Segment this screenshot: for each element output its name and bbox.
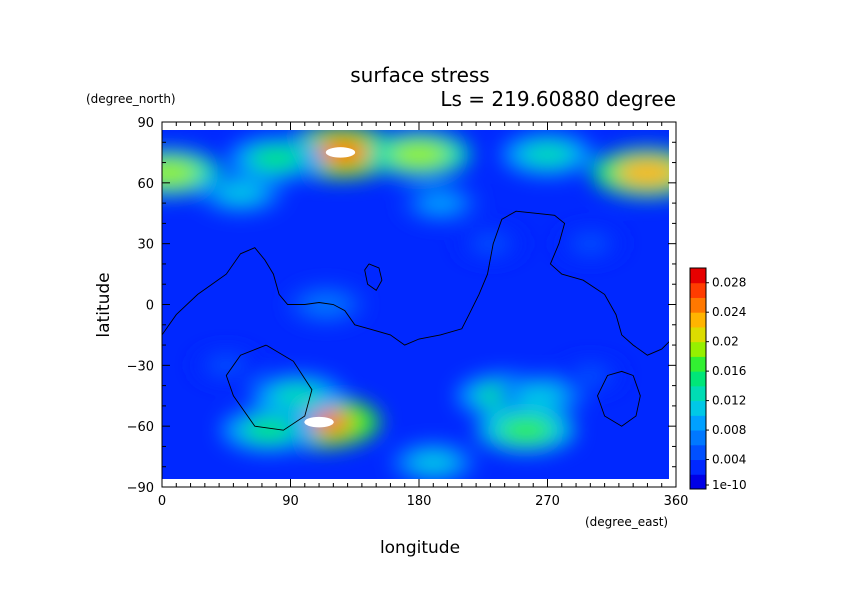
colorbar-segment <box>690 341 706 357</box>
colorbar-segment <box>690 474 706 490</box>
x-tick-label: 90 <box>282 494 299 509</box>
colorbar-segment <box>690 400 706 416</box>
field-hotspot <box>217 182 264 204</box>
colorbar-segment <box>690 385 706 402</box>
y-tick-label: −90 <box>127 481 154 496</box>
colorbar: 0.028 0.024 0.02 0.016 0.012 0.008 0.004 1e-10 <box>689 267 747 492</box>
y-tick-label: −30 <box>127 359 154 374</box>
colorbar-label: 0.012 <box>712 394 746 408</box>
x-tick-label: 180 <box>407 494 432 509</box>
colorbar-frame <box>689 267 707 490</box>
x-unit-label: (degree_east) <box>585 515 668 529</box>
field-hotspot <box>571 234 610 254</box>
field-hotspot <box>389 141 449 168</box>
field-peak <box>304 416 334 428</box>
colorbar-segment <box>690 356 706 372</box>
stress-field <box>162 130 669 479</box>
chart-title: surface stress <box>350 63 489 87</box>
field-hotspot <box>418 192 463 214</box>
field-hotspot <box>410 451 457 474</box>
colorbar-segment <box>690 415 706 431</box>
colorbar-segment <box>690 430 706 446</box>
y-tick-label: 30 <box>137 238 154 253</box>
colorbar-segment <box>690 371 706 387</box>
colorbar-segment <box>690 268 706 284</box>
field-hotspot <box>249 146 303 171</box>
x-tick-label: 270 <box>535 494 560 509</box>
chart-subtitle: Ls = 219.60880 degree <box>440 87 676 111</box>
coastline-contours <box>162 210 669 431</box>
colorbar-segment <box>690 282 706 298</box>
colorbar-segment <box>690 459 706 475</box>
y-tick-label: 90 <box>137 116 154 131</box>
y-unit-label: (degree_north) <box>86 92 176 106</box>
field-hotspot <box>162 159 199 186</box>
field-hotspot <box>471 234 510 254</box>
colorbar-segment <box>690 297 706 313</box>
y-tick-label: 0 <box>146 299 154 314</box>
y-axis-label: latitude <box>94 272 114 337</box>
colorbar-segment <box>690 312 706 328</box>
axes: 0 90 180 270 360 90 60 30 0 −30 −60 −90 <box>127 116 689 509</box>
field-hotspot <box>571 365 610 386</box>
field-hotspot <box>498 417 554 443</box>
colorbar-label: 0.008 <box>712 423 746 437</box>
field-hotspot <box>305 294 348 315</box>
coastline-contour <box>364 263 383 291</box>
field-hotspot <box>516 384 565 408</box>
x-tick-label: 0 <box>158 494 166 509</box>
colorbar-segment <box>690 326 706 343</box>
coastline-contour <box>162 210 669 356</box>
field-hotspot <box>615 158 669 187</box>
field-hotspot <box>272 383 324 408</box>
colorbar-label: 0.028 <box>712 276 746 290</box>
y-tick-label: −60 <box>127 420 154 435</box>
y-tick-label: 60 <box>137 177 154 192</box>
colorbar-label: 0.016 <box>712 364 746 378</box>
x-tick-label: 360 <box>664 494 689 509</box>
coastline-contour <box>597 370 641 427</box>
coastline-contour <box>225 344 313 431</box>
colorbar-label: 0.02 <box>712 335 739 349</box>
field-hotspot <box>522 142 573 167</box>
x-axis-label: longitude <box>380 538 460 558</box>
field-peak <box>325 147 356 158</box>
field-hotspot <box>207 355 246 375</box>
field-hotspot <box>242 418 296 443</box>
colorbar-label: 0.024 <box>712 305 746 319</box>
colorbar-segment <box>690 444 706 461</box>
colorbar-label: 1e-10 <box>712 478 747 492</box>
colorbar-label: 0.004 <box>712 453 746 467</box>
